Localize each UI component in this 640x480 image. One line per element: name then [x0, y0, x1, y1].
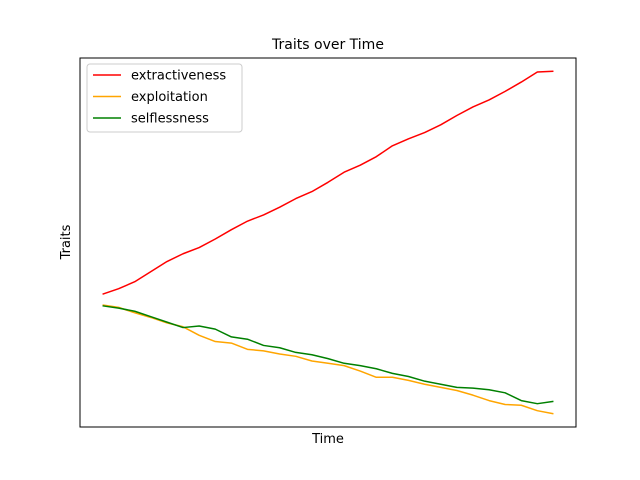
x-axis-label: Time: [311, 432, 344, 447]
y-axis-label: Traits: [59, 224, 74, 260]
legend: extractiveness exploitation selflessness: [86, 63, 243, 133]
axes-frame: [79, 57, 577, 428]
chart-title: Traits over Time: [271, 37, 384, 53]
legend-box: [86, 63, 243, 133]
plot-area: [79, 57, 577, 428]
series-line-extractiveness: [102, 70, 554, 295]
legend-label-extractiveness: extractiveness: [131, 69, 226, 84]
legend-label-selflessness: selflessness: [131, 112, 209, 127]
series-line-selflessness: [102, 305, 554, 405]
series-layer: [102, 70, 554, 415]
legend-label-exploitation: exploitation: [131, 90, 208, 105]
legend-entries: extractiveness exploitation selflessness: [93, 69, 226, 127]
